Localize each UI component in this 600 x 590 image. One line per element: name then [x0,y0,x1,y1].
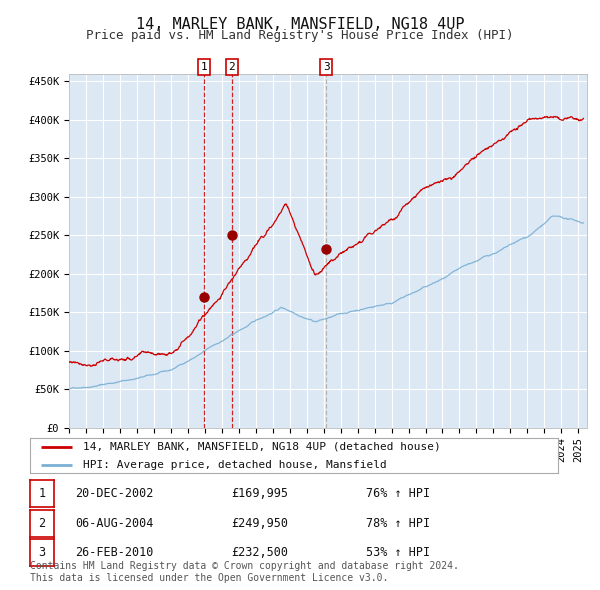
Text: £169,995: £169,995 [231,487,288,500]
Text: £232,500: £232,500 [231,546,288,559]
Text: Price paid vs. HM Land Registry's House Price Index (HPI): Price paid vs. HM Land Registry's House … [86,30,514,42]
Text: £249,950: £249,950 [231,517,288,530]
Text: 2: 2 [38,517,46,530]
Text: 26-FEB-2010: 26-FEB-2010 [75,546,154,559]
Text: 20-DEC-2002: 20-DEC-2002 [75,487,154,500]
Text: 1: 1 [201,62,208,72]
Text: 3: 3 [323,62,329,72]
Text: HPI: Average price, detached house, Mansfield: HPI: Average price, detached house, Mans… [83,460,386,470]
Text: 3: 3 [38,546,46,559]
Text: Contains HM Land Registry data © Crown copyright and database right 2024.
This d: Contains HM Land Registry data © Crown c… [30,561,459,583]
Text: 76% ↑ HPI: 76% ↑ HPI [366,487,430,500]
Text: 06-AUG-2004: 06-AUG-2004 [75,517,154,530]
Text: 53% ↑ HPI: 53% ↑ HPI [366,546,430,559]
Text: 78% ↑ HPI: 78% ↑ HPI [366,517,430,530]
Text: 14, MARLEY BANK, MANSFIELD, NG18 4UP: 14, MARLEY BANK, MANSFIELD, NG18 4UP [136,17,464,31]
Text: 1: 1 [38,487,46,500]
Text: 14, MARLEY BANK, MANSFIELD, NG18 4UP (detached house): 14, MARLEY BANK, MANSFIELD, NG18 4UP (de… [83,442,440,451]
Text: 2: 2 [229,62,235,72]
